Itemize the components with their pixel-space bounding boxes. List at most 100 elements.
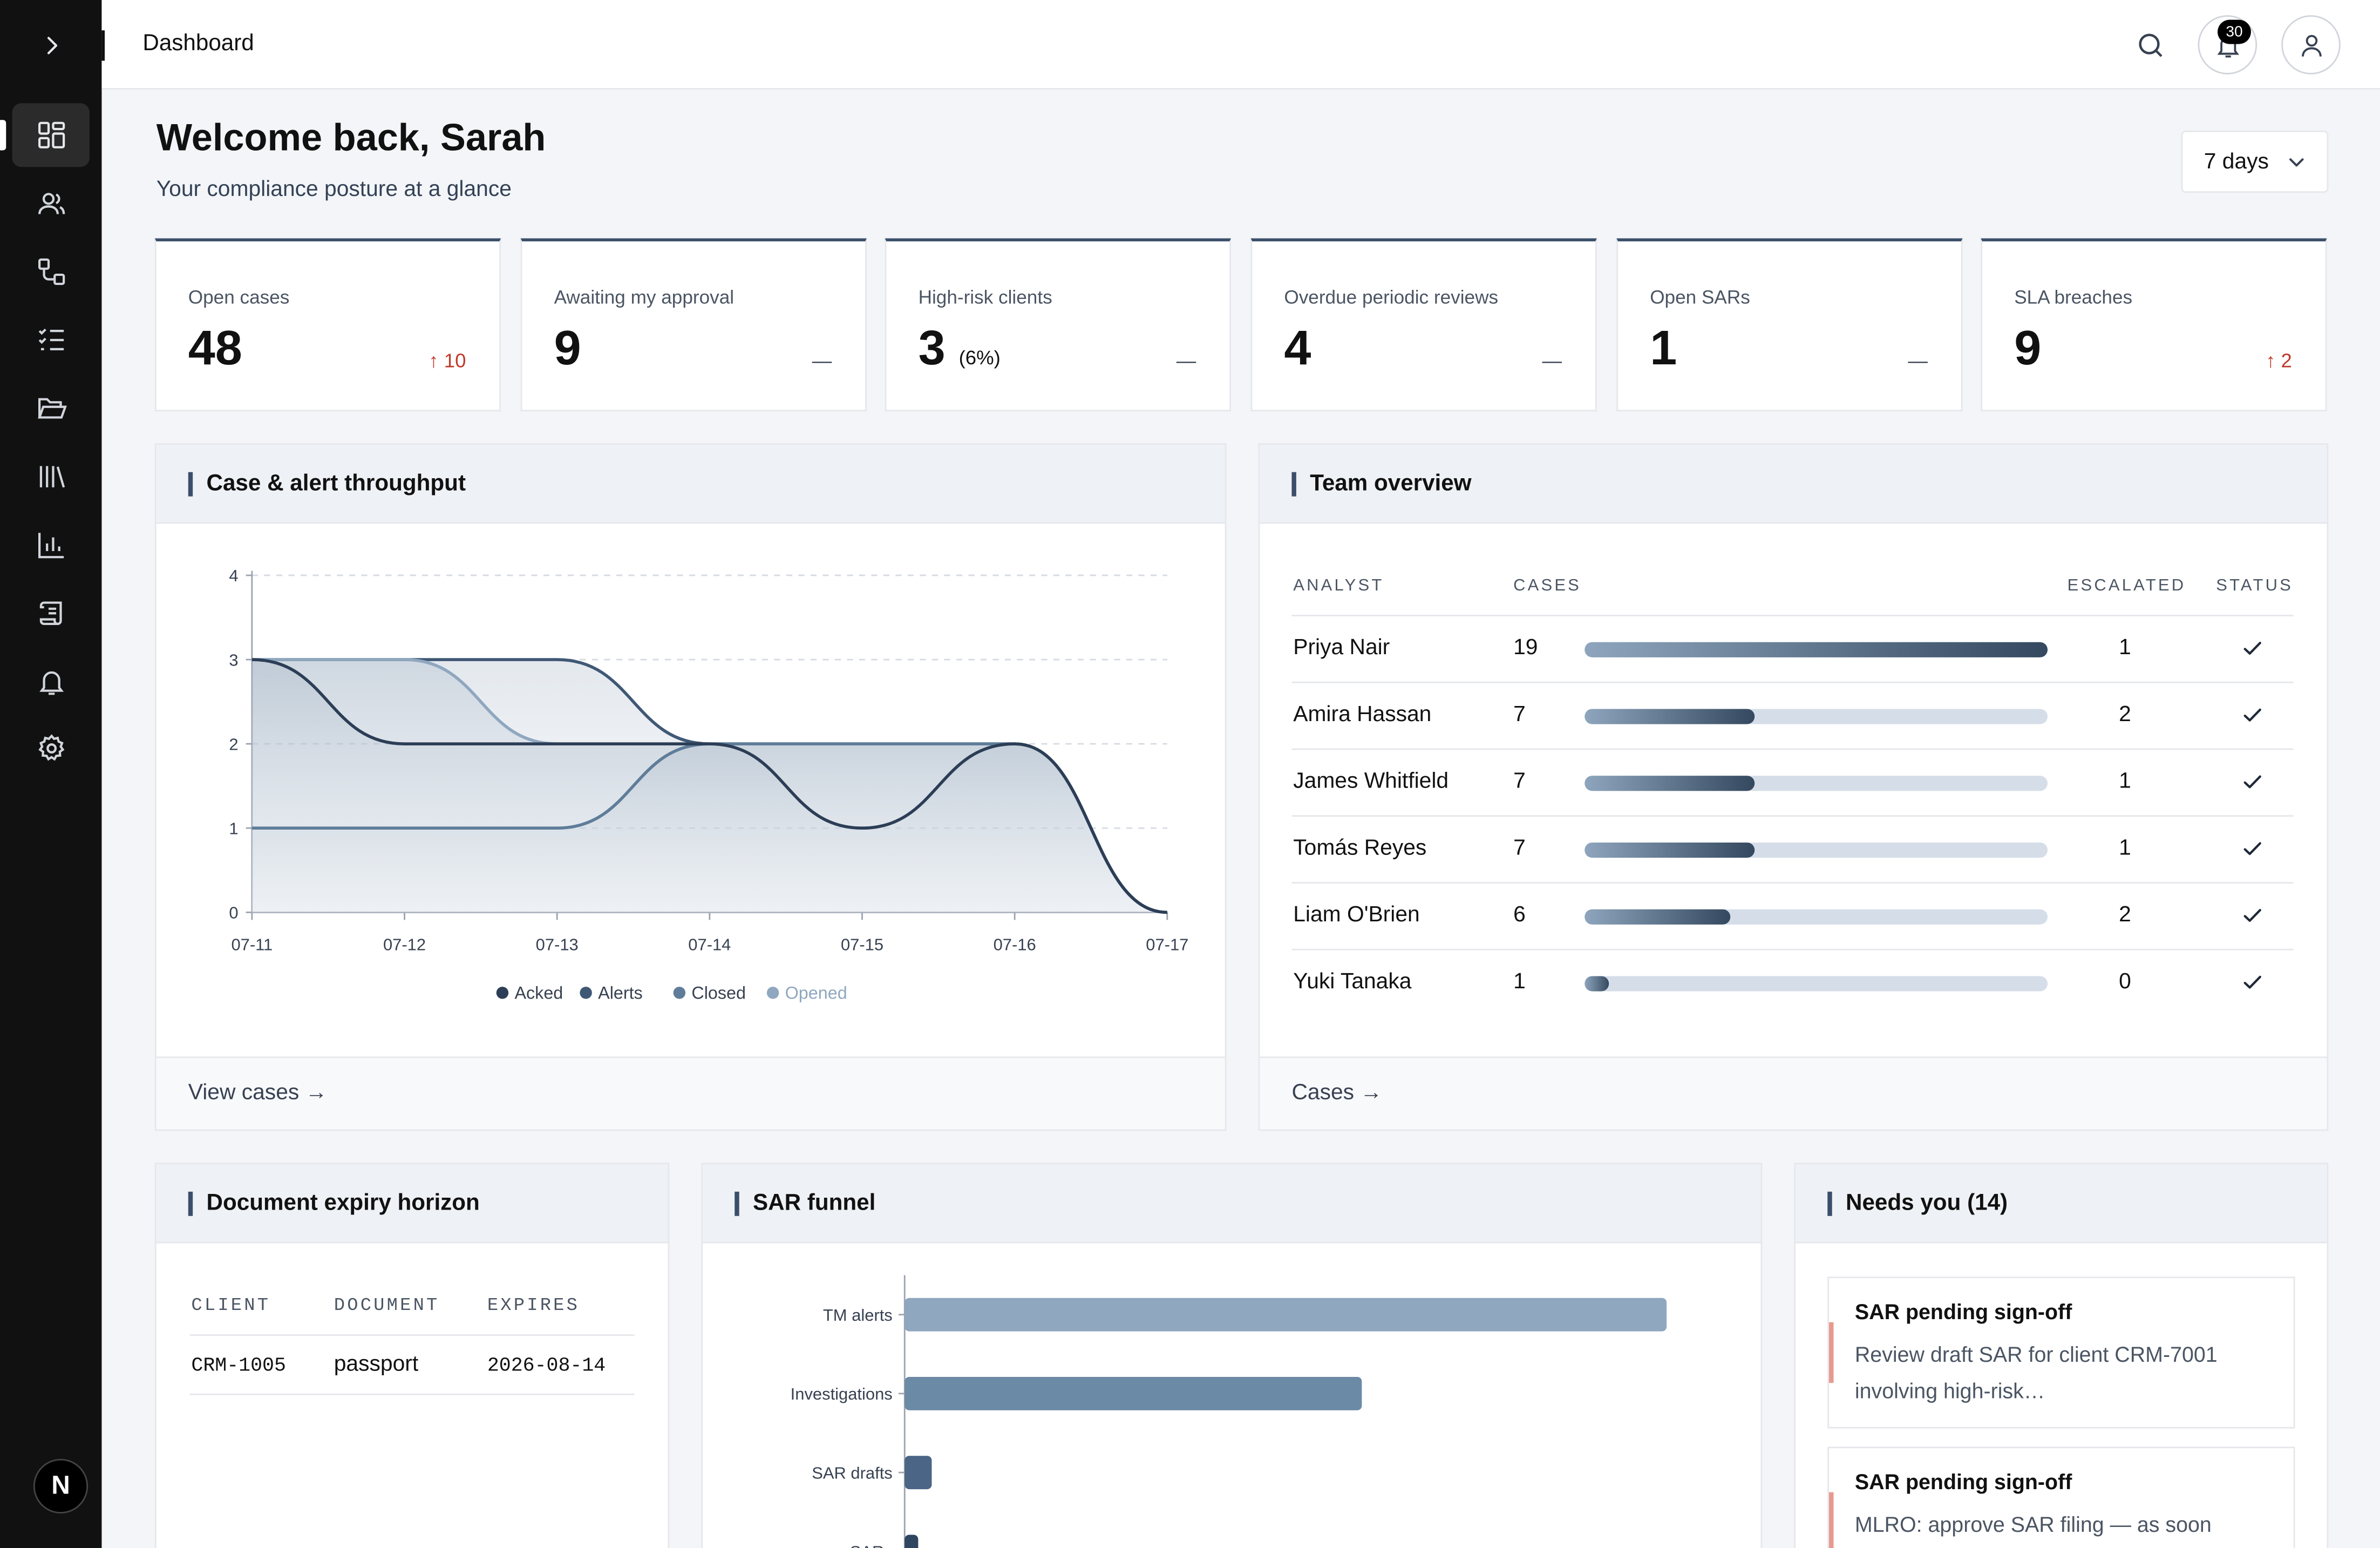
table-row[interactable]: Tomás Reyes 7 1	[1291, 815, 2294, 882]
dashboard-icon	[37, 121, 64, 148]
folder-open-icon	[37, 398, 66, 419]
sidebar-item-library[interactable]	[12, 445, 90, 508]
table-row[interactable]: Priya Nair 19 1	[1291, 615, 2294, 682]
kpi-card-high-risk-clients[interactable]: High-risk clients 3 (6%) —	[885, 238, 1231, 412]
y-tick-label: 4	[229, 566, 238, 585]
kpi-card-sla-breaches[interactable]: SLA breaches 9 ↑ 2	[1981, 238, 2327, 412]
kpi-value: 4	[1284, 320, 1311, 375]
topbar-divider	[101, 30, 105, 61]
sidebar-item-settings[interactable]	[12, 717, 90, 780]
kpi-card-awaiting-approval[interactable]: Awaiting my approval 9 —	[520, 238, 867, 412]
sar-funnel-chart: TM alerts Investigations SAR drafts SARs	[791, 1275, 1667, 1548]
column-header-analyst[interactable]: ANALYST	[1293, 576, 1384, 595]
escalated-count: 2	[2119, 703, 2131, 728]
status-check-icon	[2242, 771, 2263, 800]
status-check-icon	[2242, 838, 2263, 867]
sidebar-item-tasks[interactable]	[12, 308, 90, 372]
escalated-count: 0	[2119, 970, 2131, 995]
client-id: CRM-1005	[191, 1354, 286, 1377]
kpi-card-overdue-reviews[interactable]: Overdue periodic reviews 4 —	[1250, 238, 1597, 412]
panel-header: Case & alert throughput	[156, 445, 1225, 524]
column-header-document: DOCUMENT	[334, 1295, 440, 1316]
task-title: SAR pending sign-off	[1854, 1469, 2072, 1494]
sidebar-item-documents[interactable]	[12, 377, 90, 440]
avatar-letter: N	[51, 1471, 70, 1500]
task-title: SAR pending sign-off	[1854, 1299, 2072, 1324]
document-expiry-panel: Document expiry horizon	[154, 1163, 670, 1548]
case-load-bar	[1585, 776, 2048, 791]
sidebar: N	[0, 0, 102, 1548]
cases-link[interactable]: Cases →	[1291, 1081, 1383, 1105]
panel-footer: Cases →	[1260, 1056, 2327, 1130]
user-menu-button[interactable]	[2281, 15, 2341, 74]
x-tick-label: 07-11	[231, 935, 273, 954]
x-tick-label: 07-14	[688, 935, 731, 954]
bar-chart-icon	[37, 533, 63, 559]
column-header-status[interactable]: STATUS	[2216, 576, 2294, 595]
time-range-value: 7 days	[2204, 150, 2269, 174]
escalated-count: 2	[2119, 903, 2131, 928]
legend-swatch	[496, 987, 509, 999]
checklist-icon	[38, 328, 63, 350]
kpi-card-open-cases[interactable]: Open cases 48 ↑ 10	[154, 238, 501, 412]
analyst-name: Priya Nair	[1293, 636, 1390, 661]
kpi-label: SLA breaches	[2014, 287, 2133, 308]
sidebar-item-reports[interactable]	[12, 513, 90, 577]
priority-accent	[1829, 1322, 1834, 1383]
panel-accent-bar	[1827, 1191, 1832, 1216]
analyst-name: Amira Hassan	[1293, 703, 1432, 728]
y-tick-label: 3	[229, 650, 238, 669]
panel-title: Needs you (14)	[1846, 1190, 2008, 1216]
users-icon	[37, 193, 64, 214]
table-row[interactable]: Yuki Tanaka 1 0	[1291, 948, 2294, 1016]
kpi-value: 9	[554, 320, 581, 375]
search-button[interactable]	[2130, 24, 2172, 67]
task-description: Review draft SAR for client CRM-7001 inv…	[1854, 1342, 2218, 1403]
table-row[interactable]: James Whitfield 7 1	[1291, 748, 2294, 816]
case-load-bar	[1585, 976, 2048, 992]
task-card[interactable]: SAR pending sign-off MLRO: approve SAR f…	[1827, 1447, 2295, 1548]
legend-label: Closed	[691, 983, 746, 1003]
status-check-icon	[2242, 972, 2263, 1000]
kpi-label: Awaiting my approval	[554, 287, 735, 308]
case-load-bar	[1585, 709, 2048, 724]
page-title: Dashboard	[142, 30, 254, 57]
x-tick-label: 07-16	[994, 935, 1036, 954]
time-range-select[interactable]: 7 days	[2181, 130, 2329, 193]
case-count: 7	[1513, 703, 1526, 728]
case-load-fill	[1585, 709, 1756, 724]
document-type: passport	[334, 1352, 419, 1377]
panel-title: SAR funnel	[753, 1190, 876, 1216]
table-row[interactable]: Amira Hassan 7 2	[1291, 681, 2294, 749]
panel-accent-bar	[735, 1191, 739, 1216]
panel-header: Team overview	[1260, 445, 2327, 524]
kpi-card-open-sars[interactable]: Open SARs 1 —	[1616, 238, 1963, 412]
notifications-button[interactable]: 30	[2198, 15, 2257, 74]
status-check-icon	[2242, 905, 2263, 933]
workspace-avatar[interactable]: N	[33, 1458, 89, 1514]
table-row[interactable]: Liam O'Brien 6 2	[1291, 882, 2294, 949]
column-header-cases[interactable]: CASES	[1513, 576, 1582, 595]
task-description: MLRO: approve SAR filing — as soon	[1854, 1512, 2212, 1537]
throughput-chart: 0 1 2 3 4 07-11 07-12 07-13 07-14 07-15 07-16 07-17…	[229, 566, 1188, 1003]
series-area-acked	[251, 660, 1167, 913]
sidebar-item-workflow[interactable]	[12, 240, 90, 303]
chevron-right-icon	[47, 37, 58, 55]
sar-funnel-panel: SAR funnel TM alerts Investigations SAR dr…	[701, 1163, 1763, 1548]
case-load-bar	[1585, 909, 2048, 925]
column-header-escalated[interactable]: ESCALATED	[2067, 576, 2186, 595]
workflow-icon	[37, 258, 64, 286]
sidebar-item-users[interactable]	[12, 172, 90, 235]
y-tick-label: 1	[229, 819, 238, 838]
kpi-delta: —	[812, 349, 832, 372]
sidebar-item-dashboard[interactable]	[12, 103, 90, 167]
table-row[interactable]: CRM-1005 passport 2026-08-14	[189, 1334, 635, 1395]
kpi-value: 3 (6%)	[918, 320, 1001, 375]
sidebar-expand-button[interactable]	[29, 24, 74, 67]
legend-swatch	[673, 987, 686, 999]
x-tick-label: 07-15	[841, 935, 883, 954]
sidebar-item-audit-log[interactable]	[12, 581, 90, 645]
sidebar-item-notifications[interactable]	[12, 650, 90, 714]
view-cases-link[interactable]: View cases →	[188, 1081, 328, 1105]
task-card[interactable]: SAR pending sign-off Review draft SAR fo…	[1827, 1277, 2295, 1429]
